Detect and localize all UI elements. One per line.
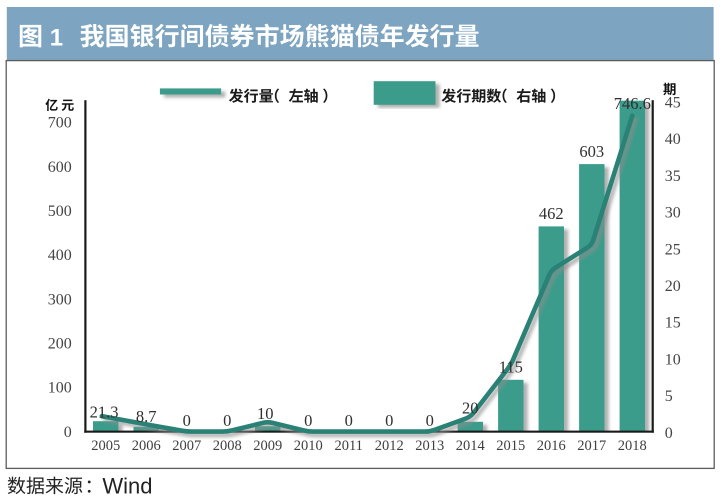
svg-text:2015: 2015 [496,438,525,454]
svg-text:20: 20 [462,399,479,418]
svg-text:2007: 2007 [172,438,201,454]
svg-text:15: 15 [665,315,681,332]
svg-text:400: 400 [48,247,72,264]
svg-text:0: 0 [223,411,231,430]
svg-text:0: 0 [304,411,312,430]
svg-text:10: 10 [665,351,681,368]
svg-text:700: 700 [48,115,72,132]
svg-text:2014: 2014 [456,438,486,454]
svg-text:0: 0 [385,411,393,430]
svg-text:2016: 2016 [537,438,566,454]
svg-text:2009: 2009 [253,438,282,454]
svg-text:0: 0 [426,411,434,430]
svg-text:45: 45 [665,95,681,112]
svg-text:20: 20 [665,278,681,295]
svg-text:0: 0 [665,425,673,442]
svg-text:21.3: 21.3 [90,402,119,421]
svg-text:5: 5 [665,388,673,405]
svg-text:2006: 2006 [132,438,161,454]
svg-text:2010: 2010 [294,438,323,454]
svg-text:100: 100 [48,380,72,397]
svg-text:1: 1 [50,24,63,51]
svg-text:115: 115 [499,358,523,377]
svg-text:2012: 2012 [375,438,404,454]
svg-text:0: 0 [183,411,191,430]
svg-text:2011: 2011 [334,438,362,454]
svg-text:30: 30 [665,205,681,222]
svg-text:462: 462 [539,204,564,223]
svg-text:603: 603 [579,142,604,161]
svg-text:10: 10 [257,404,274,423]
svg-text:200: 200 [48,336,72,353]
svg-text:35: 35 [665,168,681,185]
svg-text:2008: 2008 [213,438,242,454]
svg-text:40: 40 [665,131,681,148]
svg-text:600: 600 [48,159,72,176]
svg-text:746.6: 746.6 [614,94,651,113]
svg-text:25: 25 [665,241,681,258]
svg-text:2017: 2017 [577,438,606,454]
svg-text:0: 0 [345,411,353,430]
svg-text:2018: 2018 [618,438,647,454]
svg-text:Wind: Wind [102,473,152,498]
svg-text:0: 0 [64,424,72,441]
svg-text:2005: 2005 [91,438,120,454]
svg-text:8.7: 8.7 [136,407,157,426]
svg-text:2013: 2013 [415,438,444,454]
svg-text:300: 300 [48,291,72,308]
svg-text:500: 500 [48,203,72,220]
